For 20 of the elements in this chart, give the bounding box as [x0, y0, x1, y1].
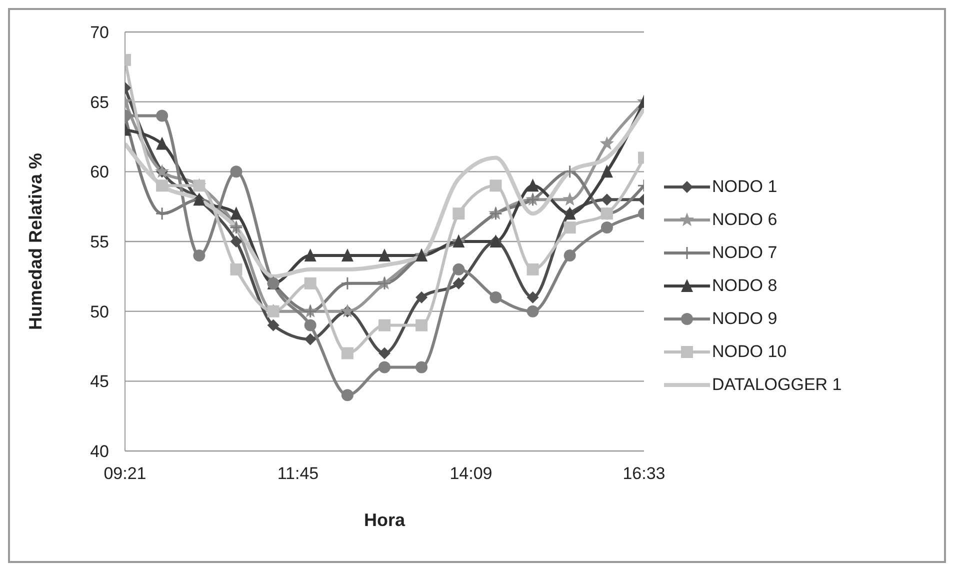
x-axis-title: Hora — [364, 510, 406, 530]
legend-label: DATALOGGER 1 — [712, 374, 842, 394]
y-tick-label: 40 — [90, 442, 109, 462]
y-tick-label: 50 — [90, 302, 109, 322]
legend-label: NODO 6 — [712, 210, 778, 230]
x-tick-label: 09:21 — [104, 464, 146, 484]
y-tick-label: 70 — [90, 23, 109, 42]
y-tick-label: 60 — [90, 162, 109, 182]
x-tick-label: 11:45 — [277, 464, 319, 484]
legend-label: NODO 10 — [712, 342, 787, 362]
y-axis-title: Humedad Relativa % — [25, 152, 46, 330]
legend-label: NODO 7 — [712, 242, 778, 262]
x-tick-label: 14:09 — [450, 464, 492, 484]
legend-label: NODO 9 — [712, 308, 778, 328]
legend-label: NODO 1 — [712, 176, 778, 196]
legend-label: NODO 8 — [712, 276, 778, 296]
y-tick-label: 65 — [90, 92, 109, 112]
y-tick-label: 45 — [90, 372, 109, 392]
y-tick-label: 55 — [90, 232, 109, 252]
x-tick-label: 16:33 — [622, 464, 666, 484]
